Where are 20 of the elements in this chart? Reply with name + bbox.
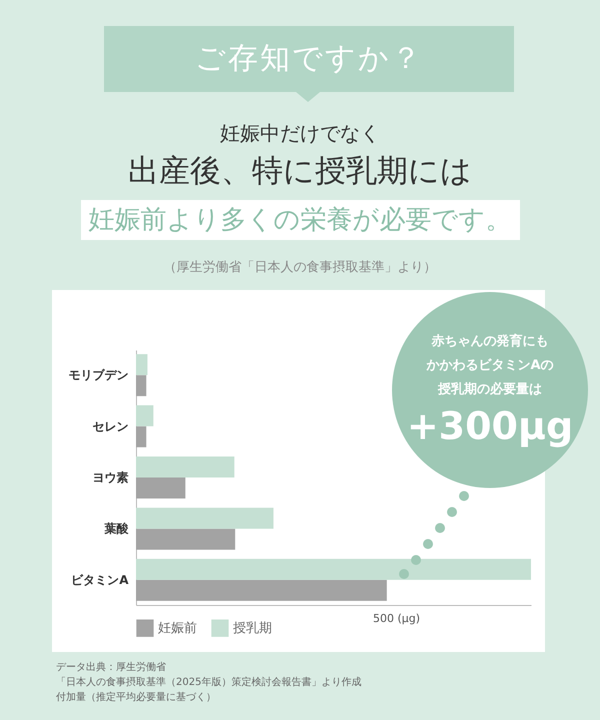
legend-label: 妊娠前 <box>158 621 197 636</box>
y-tick-label: ビタミンA <box>71 572 130 587</box>
y-tick-label: 葉酸 <box>104 522 130 536</box>
text: 「日本人の食事摂取基準（2025年版）策定検討会報告書」より作成 <box>56 676 362 690</box>
legend-label: 授乳期 <box>233 621 272 636</box>
annotation: かかわるビタミンAの <box>425 357 555 375</box>
text: データ出典：厚生労働省 <box>56 660 167 675</box>
text: （厚生労働省「日本人の食事摂取基準」より） <box>162 259 438 276</box>
text: 妊娠中だけでなく <box>219 120 381 147</box>
annotation: 授乳期の必要量は <box>436 380 543 399</box>
chart-title: ご存知ですか？ <box>104 26 514 92</box>
text: 付加量（推定平均必要量に基づく） <box>56 690 217 705</box>
y-tick-label: モリブデン <box>68 368 128 382</box>
text: 赤ちゃんの発育にも <box>430 332 550 351</box>
y-tick-label: セレン <box>92 419 128 434</box>
y-tick-label: ヨウ素 <box>92 470 128 484</box>
text: 500 (µg) <box>373 612 420 625</box>
annotation: +300µg <box>406 404 574 448</box>
text: 妊娠前より多くの栄養が必要です。 <box>80 200 520 240</box>
text: 出産後、特に授乳期には <box>127 152 473 191</box>
